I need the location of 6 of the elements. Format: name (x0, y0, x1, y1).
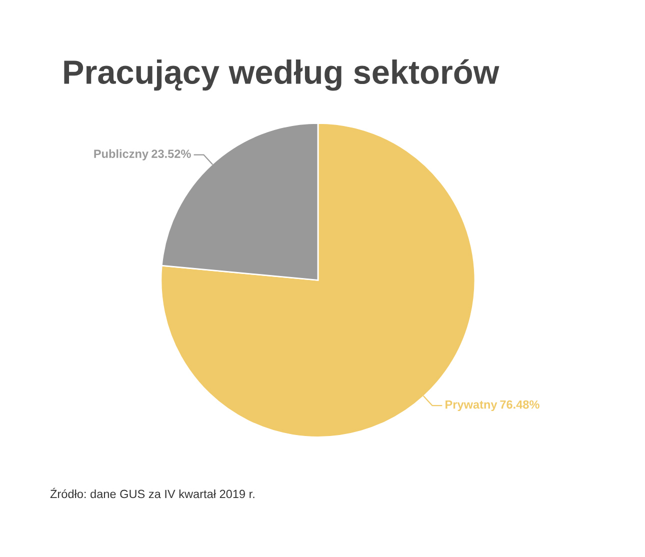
slice-label: Publiczny (94, 149, 148, 160)
chart-title: Pracujący według sektorów (64, 59, 500, 91)
text: Źródło: dane GUS za IV kwartał 2019 r. (50, 488, 254, 498)
slice-label: Prywatny (446, 400, 498, 412)
data-label: 76.48% (500, 400, 540, 409)
data-label: 23.52% (152, 150, 191, 158)
